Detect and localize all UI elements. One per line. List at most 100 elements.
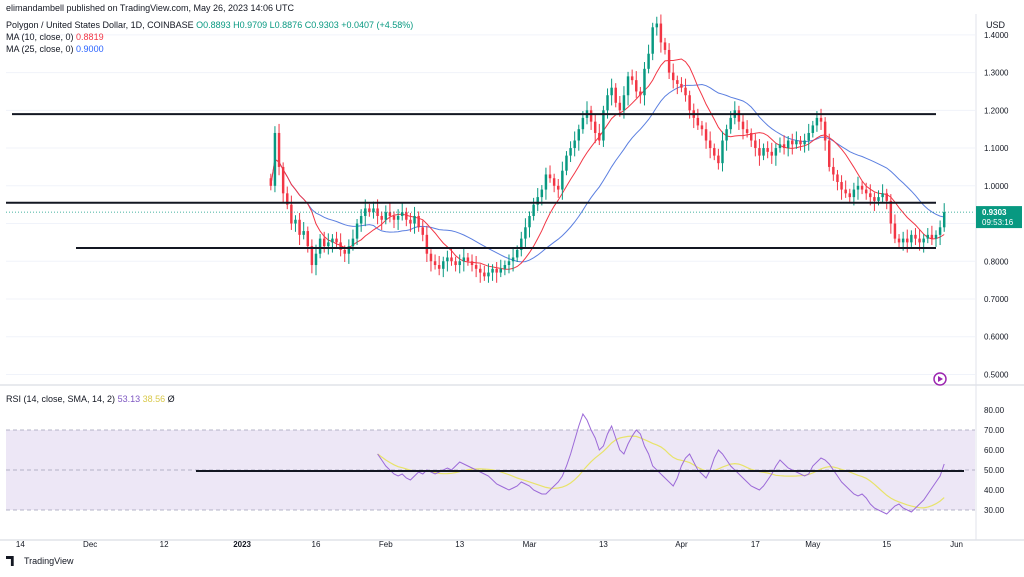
- candle-body: [630, 76, 634, 81]
- candle-body: [589, 110, 593, 122]
- candle-body: [942, 212, 946, 228]
- candle-body: [671, 72, 675, 81]
- candle: [557, 179, 560, 198]
- candle-body: [676, 80, 679, 84]
- price-tick-label: 0.6000: [984, 333, 1009, 342]
- rsi-label: RSI (14, close, SMA, 14, 2): [6, 394, 116, 404]
- candle: [885, 188, 888, 210]
- ma10-line: [270, 58, 945, 270]
- price-tick-label: 1.3000: [984, 69, 1009, 78]
- candle-body: [918, 238, 921, 243]
- candle-body: [351, 238, 355, 247]
- time-tick-label: 15: [882, 540, 891, 549]
- ma10-legend[interactable]: MA (10, close, 0) 0.8819: [6, 32, 104, 43]
- candle-body: [286, 193, 289, 205]
- publisher-line: elimandambell published on TradingView.c…: [6, 3, 294, 13]
- price-tick-label: 1.4000: [984, 31, 1009, 40]
- candle-body: [815, 117, 819, 126]
- candle-body: [384, 212, 388, 220]
- candle-body: [577, 129, 581, 141]
- candle: [355, 218, 359, 246]
- rsi-ma-value: 38.56: [142, 394, 166, 404]
- candle-body: [840, 182, 843, 190]
- candle: [754, 133, 757, 157]
- time-tick-label: 13: [455, 540, 464, 549]
- candle-body: [778, 144, 782, 149]
- candle: [298, 212, 301, 246]
- candle-body: [491, 268, 494, 273]
- candle-body: [327, 242, 330, 247]
- candle: [565, 151, 568, 176]
- rsi-legend[interactable]: RSI (14, close, SMA, 14, 2) 53.13 38.56 …: [6, 394, 175, 405]
- price-tick-label: 0.5000: [984, 370, 1009, 379]
- candle-body: [832, 166, 835, 175]
- rsi-tick-label: 70.00: [984, 426, 1005, 435]
- candle-body: [823, 121, 827, 141]
- rsi-ma-line: [377, 435, 945, 509]
- candle-body: [860, 185, 864, 190]
- candle: [437, 255, 441, 276]
- time-tick-label: 16: [312, 540, 321, 549]
- candle-body: [602, 110, 605, 141]
- candle: [721, 131, 724, 172]
- candle-body: [569, 148, 572, 156]
- candle-body: [462, 257, 466, 262]
- candle-body: [557, 185, 560, 190]
- candle: [413, 206, 416, 234]
- candle: [585, 101, 589, 125]
- candle: [511, 248, 515, 272]
- candle-body: [741, 121, 745, 130]
- candle: [528, 211, 531, 238]
- candle: [273, 126, 277, 193]
- candle: [741, 114, 745, 140]
- candle: [310, 239, 314, 274]
- candle: [577, 124, 581, 151]
- candle: [844, 180, 847, 198]
- candle: [770, 142, 773, 164]
- candle-body: [819, 117, 823, 122]
- candle: [589, 105, 593, 130]
- candle-body: [495, 268, 498, 273]
- time-tick-label: Feb: [379, 540, 393, 549]
- candle: [573, 131, 576, 157]
- candle-body: [392, 215, 396, 220]
- candle: [593, 114, 597, 144]
- candle-body: [405, 212, 408, 220]
- price-tick-label: 0.8000: [984, 257, 1009, 266]
- candle: [483, 265, 486, 281]
- candle-body: [281, 166, 285, 194]
- ma25-legend[interactable]: MA (25, close, 0) 0.9000: [6, 44, 104, 55]
- candle-body: [483, 272, 486, 277]
- time-tick-label: 12: [160, 540, 169, 549]
- candle: [635, 71, 638, 98]
- candle-body: [520, 238, 523, 250]
- candle-body: [306, 231, 310, 247]
- candle-body: [552, 178, 556, 186]
- candle-body: [314, 253, 318, 266]
- candle: [372, 201, 375, 219]
- candle: [602, 105, 605, 147]
- ma25-value: 0.9000: [76, 44, 104, 54]
- candle-body: [663, 42, 667, 50]
- candle: [671, 63, 675, 89]
- candle: [331, 234, 334, 253]
- candle-body: [885, 193, 888, 201]
- time-tick-label: Dec: [83, 540, 97, 549]
- candle: [819, 108, 823, 130]
- time-tick-label: Jun: [950, 540, 963, 549]
- candle-body: [725, 129, 728, 141]
- candle: [860, 181, 864, 195]
- tradingview-logo[interactable]: TradingView: [6, 556, 74, 566]
- candle: [446, 250, 449, 272]
- candle-body: [610, 87, 613, 96]
- candle-body: [729, 117, 732, 130]
- symbol-legend[interactable]: Polygon / United States Dollar, 1D, COIN…: [6, 20, 413, 31]
- candle-body: [524, 227, 527, 239]
- candle: [807, 123, 810, 151]
- candle: [893, 214, 897, 244]
- candle-body: [659, 23, 663, 43]
- candle: [782, 135, 786, 155]
- candle: [881, 184, 884, 204]
